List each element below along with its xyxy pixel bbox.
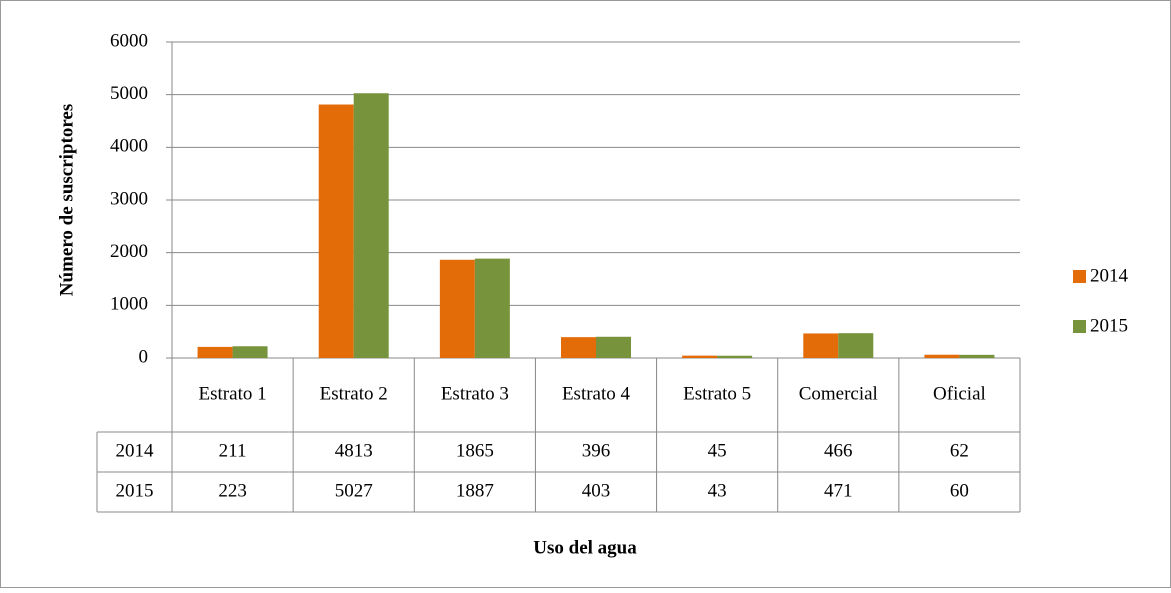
bar <box>474 258 510 358</box>
x-tick-label: Oficial <box>933 383 986 404</box>
x-tick-label: Estrato 4 <box>562 383 631 404</box>
y-tick-label: 2000 <box>110 241 148 262</box>
legend-swatch <box>1073 270 1086 283</box>
bar <box>682 355 718 358</box>
table-value: 43 <box>708 480 727 501</box>
table-value: 45 <box>708 440 727 461</box>
table-value: 211 <box>219 440 247 461</box>
x-tick-label: Estrato 5 <box>683 383 751 404</box>
y-tick-label: 1000 <box>110 294 148 315</box>
table-series-name: 2014 <box>116 440 155 461</box>
table-value: 223 <box>218 480 247 501</box>
table-value: 396 <box>582 440 611 461</box>
table-value: 1865 <box>456 440 494 461</box>
x-axis-title: Uso del agua <box>533 537 637 558</box>
y-tick-label: 0 <box>139 346 149 367</box>
table-series-name: 2015 <box>116 480 154 501</box>
x-tick-label: Comercial <box>799 383 878 404</box>
table-value: 5027 <box>335 480 373 501</box>
table-value: 471 <box>824 480 853 501</box>
bar <box>197 346 233 358</box>
bar <box>561 337 596 358</box>
y-tick-label: 4000 <box>110 136 148 157</box>
bar <box>959 354 995 358</box>
table-value: 4813 <box>335 440 373 461</box>
x-tick-label: Estrato 3 <box>441 383 509 404</box>
bar <box>924 354 960 358</box>
x-tick-label: Estrato 1 <box>199 383 267 404</box>
bar <box>803 333 839 358</box>
table-value: 403 <box>582 480 611 501</box>
table-value: 62 <box>950 440 969 461</box>
y-tick-label: 3000 <box>110 188 148 209</box>
legend-label: 2015 <box>1090 315 1128 336</box>
table-value: 60 <box>950 480 969 501</box>
table-value: 466 <box>824 440 853 461</box>
legend-swatch <box>1073 320 1086 333</box>
bar <box>232 346 268 358</box>
bar <box>439 259 475 358</box>
bar <box>353 93 389 359</box>
bar <box>717 355 753 358</box>
bar <box>318 104 354 358</box>
y-tick-label: 6000 <box>110 30 148 51</box>
x-tick-label: Estrato 2 <box>320 383 388 404</box>
bar <box>838 333 874 358</box>
table-value: 1887 <box>456 480 494 501</box>
bar <box>596 336 631 358</box>
y-axis-title: Número de suscriptores <box>56 104 77 296</box>
y-tick-label: 5000 <box>110 83 148 104</box>
legend-label: 2014 <box>1090 265 1129 286</box>
